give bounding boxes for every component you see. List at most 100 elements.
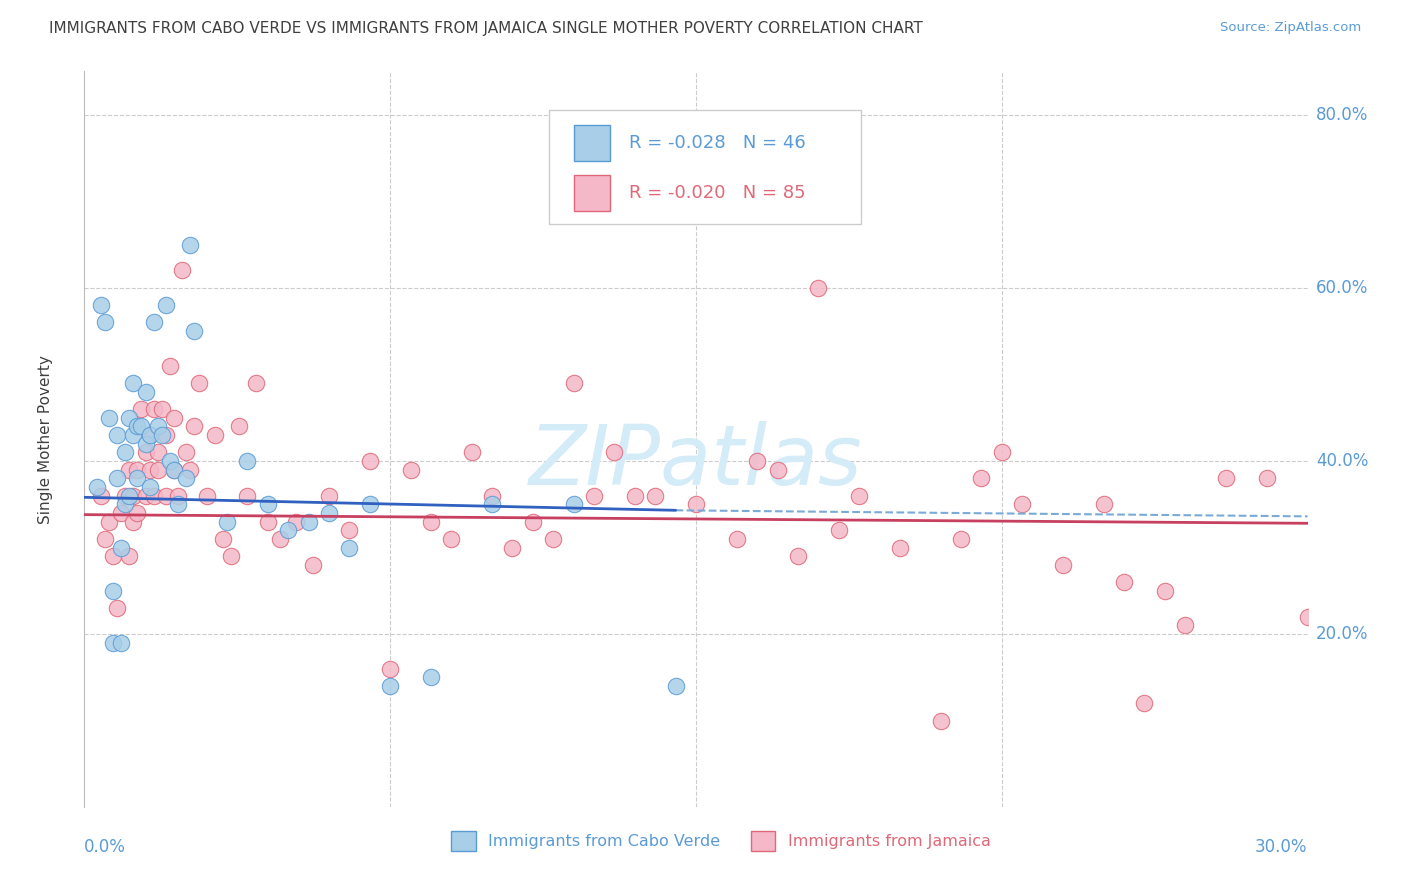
Point: [127, 419, 149, 434]
Point: [179, 462, 201, 476]
Text: 80.0%: 80.0%: [1316, 105, 1368, 124]
Point: [1174, 618, 1197, 632]
Point: [118, 489, 141, 503]
Point: [747, 454, 769, 468]
Point: [950, 532, 973, 546]
Point: [1215, 471, 1237, 485]
Text: R = -0.028   N = 46: R = -0.028 N = 46: [628, 134, 806, 152]
Point: [889, 541, 911, 555]
Point: [1296, 609, 1319, 624]
Point: [766, 462, 789, 476]
Point: [380, 662, 402, 676]
Text: 20.0%: 20.0%: [1316, 625, 1368, 643]
Point: [1092, 497, 1115, 511]
Point: [481, 489, 503, 503]
Point: [167, 489, 190, 503]
Point: [105, 471, 128, 485]
Point: [339, 523, 361, 537]
Point: [138, 462, 160, 476]
Point: [318, 489, 340, 503]
Point: [298, 515, 321, 529]
Point: [163, 410, 186, 425]
Point: [257, 515, 280, 529]
Point: [135, 445, 157, 459]
Text: Immigrants from Cabo Verde: Immigrants from Cabo Verde: [488, 834, 720, 848]
Point: [420, 515, 443, 529]
Point: [163, 462, 186, 476]
Point: [135, 384, 157, 399]
Point: [150, 428, 173, 442]
Point: [159, 359, 181, 373]
Point: [257, 497, 280, 511]
Point: [138, 428, 160, 442]
Point: [1133, 697, 1156, 711]
Point: [787, 549, 810, 564]
Point: [114, 497, 136, 511]
Point: [359, 497, 381, 511]
Point: [725, 532, 748, 546]
Point: [114, 445, 136, 459]
Point: [502, 541, 524, 555]
Point: [105, 428, 128, 442]
Point: [991, 445, 1014, 459]
Point: [172, 263, 194, 277]
Point: [163, 462, 186, 476]
Point: [138, 428, 160, 442]
FancyBboxPatch shape: [574, 125, 610, 161]
Point: [174, 471, 197, 485]
Point: [110, 636, 132, 650]
Point: [828, 523, 851, 537]
Point: [217, 515, 239, 529]
Point: [167, 497, 190, 511]
Point: [301, 558, 323, 572]
Point: [245, 376, 267, 390]
Point: [522, 515, 544, 529]
Text: ZIPatlas: ZIPatlas: [529, 421, 863, 502]
Point: [187, 376, 209, 390]
Point: [481, 497, 503, 511]
Point: [359, 454, 381, 468]
Point: [131, 419, 153, 434]
Point: [174, 445, 197, 459]
Point: [101, 636, 124, 650]
Point: [142, 402, 165, 417]
Text: Source: ZipAtlas.com: Source: ZipAtlas.com: [1220, 21, 1361, 34]
Point: [1011, 497, 1033, 511]
Point: [236, 454, 259, 468]
Point: [146, 419, 169, 434]
Point: [142, 489, 165, 503]
Point: [93, 315, 115, 329]
Point: [86, 480, 108, 494]
Point: [195, 489, 218, 503]
Point: [212, 532, 235, 546]
Point: [122, 489, 145, 503]
Point: [97, 515, 120, 529]
Point: [93, 532, 115, 546]
Point: [624, 489, 647, 503]
Text: IMMIGRANTS FROM CABO VERDE VS IMMIGRANTS FROM JAMAICA SINGLE MOTHER POVERTY CORR: IMMIGRANTS FROM CABO VERDE VS IMMIGRANTS…: [49, 21, 922, 36]
Text: 40.0%: 40.0%: [1316, 452, 1368, 470]
Point: [665, 679, 688, 693]
Text: Single Mother Poverty: Single Mother Poverty: [38, 355, 52, 524]
Point: [644, 489, 666, 503]
Point: [1256, 471, 1278, 485]
Point: [122, 515, 145, 529]
Point: [90, 489, 112, 503]
Point: [138, 480, 160, 494]
Point: [339, 541, 361, 555]
Point: [848, 489, 870, 503]
Point: [90, 298, 112, 312]
Point: [146, 445, 169, 459]
Point: [105, 601, 128, 615]
Text: Immigrants from Jamaica: Immigrants from Jamaica: [787, 834, 991, 848]
Point: [807, 281, 830, 295]
Point: [583, 489, 606, 503]
Point: [118, 410, 141, 425]
Point: [118, 549, 141, 564]
Point: [142, 315, 165, 329]
Point: [127, 471, 149, 485]
Point: [127, 462, 149, 476]
Point: [1114, 575, 1136, 590]
Point: [219, 549, 242, 564]
Point: [97, 410, 120, 425]
